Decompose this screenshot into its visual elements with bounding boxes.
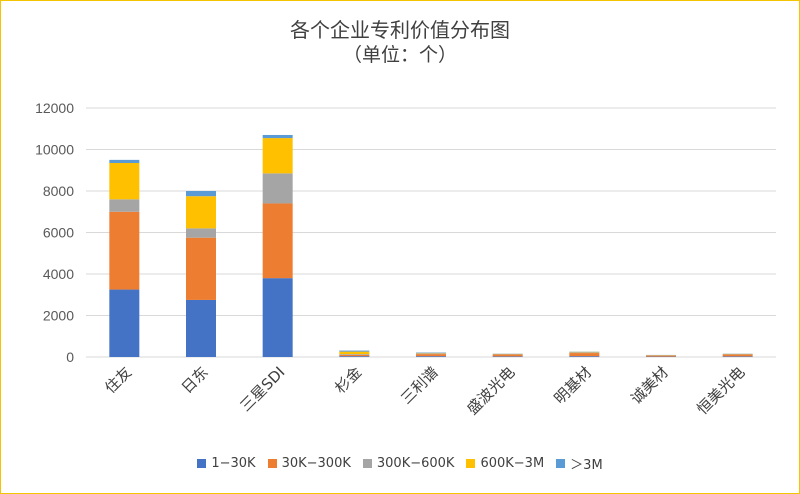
bar-segment: [569, 353, 600, 357]
x-tick-label: 恒美光电: [693, 363, 748, 418]
legend-label: 300K−600K: [376, 456, 455, 471]
bar-segment: [262, 173, 293, 204]
legend-label: 30K−300K: [281, 456, 351, 471]
legend-label: 1−30K: [211, 456, 256, 471]
legend-label: 600K−3M: [480, 456, 545, 471]
x-tick-label: 住友: [101, 363, 135, 397]
bar-segment: [109, 162, 140, 200]
y-tick-label: 0: [66, 349, 74, 365]
bar-segment: [569, 356, 600, 357]
bar-segment: [492, 354, 523, 357]
legend-swatch: [197, 459, 207, 468]
legend-swatch: [556, 459, 566, 468]
chart-subtitle: （单位：个）: [342, 44, 457, 66]
x-tick-label: 三利谱: [397, 363, 442, 408]
bar-segment: [722, 354, 753, 357]
x-tick-label: 诚美材: [627, 363, 672, 408]
bar-segment: [262, 278, 293, 357]
bar-segment: [339, 354, 370, 357]
y-tick-label: 12000: [35, 100, 74, 116]
bar-segment: [262, 134, 293, 139]
bar-segment: [339, 356, 370, 357]
legend-item: 1−30K: [197, 454, 256, 473]
x-tick-label: 杉金: [331, 363, 365, 397]
chart-title: 各个企业专利价值分布图: [290, 18, 510, 42]
y-tick-label: 10000: [35, 142, 74, 158]
legend-item: ＞3M: [556, 454, 603, 473]
legend-swatch: [267, 459, 277, 468]
bar-segment: [339, 351, 370, 355]
bar-segment: [186, 299, 216, 357]
bar-segment: [569, 352, 600, 354]
bar-segment: [339, 350, 370, 352]
legend-label: ＞3M: [570, 458, 603, 473]
bar-segment: [492, 356, 523, 357]
y-tick-label: 2000: [43, 308, 74, 324]
bar-segment: [186, 191, 216, 197]
bar-segment: [186, 196, 216, 229]
legend-swatch: [362, 459, 372, 468]
legend-swatch: [466, 459, 476, 468]
chart-legend: 1−30K 30K−300K 300K−600K 600K−3M ＞3M: [0, 454, 800, 473]
bar-segment: [186, 228, 216, 238]
bar-segment: [109, 289, 140, 357]
bar-segment: [262, 138, 293, 174]
bar-segment: [416, 353, 446, 355]
bar-segment: [186, 237, 216, 300]
x-tick-label: 明基材: [551, 363, 596, 408]
legend-item: 300K−600K: [362, 454, 455, 473]
x-tick-label: 日东: [178, 363, 212, 397]
bar-segment: [339, 354, 370, 355]
y-tick-label: 8000: [43, 183, 74, 199]
bar-segment: [109, 159, 140, 163]
bar-segment: [646, 355, 676, 357]
bar-segment: [416, 356, 446, 357]
legend-item: 30K−300K: [267, 454, 351, 473]
x-tick-label: 三星SDI: [237, 363, 289, 415]
x-tick-label: 盛波光电: [463, 363, 518, 418]
y-tick-label: 6000: [43, 225, 74, 241]
bar-segment: [109, 211, 140, 290]
bar-segment: [109, 199, 140, 212]
bar-segment: [262, 203, 293, 279]
legend-item: 600K−3M: [466, 454, 544, 473]
bar-segment: [416, 354, 446, 357]
y-tick-label: 4000: [43, 266, 74, 282]
bar-segment: [722, 356, 753, 357]
